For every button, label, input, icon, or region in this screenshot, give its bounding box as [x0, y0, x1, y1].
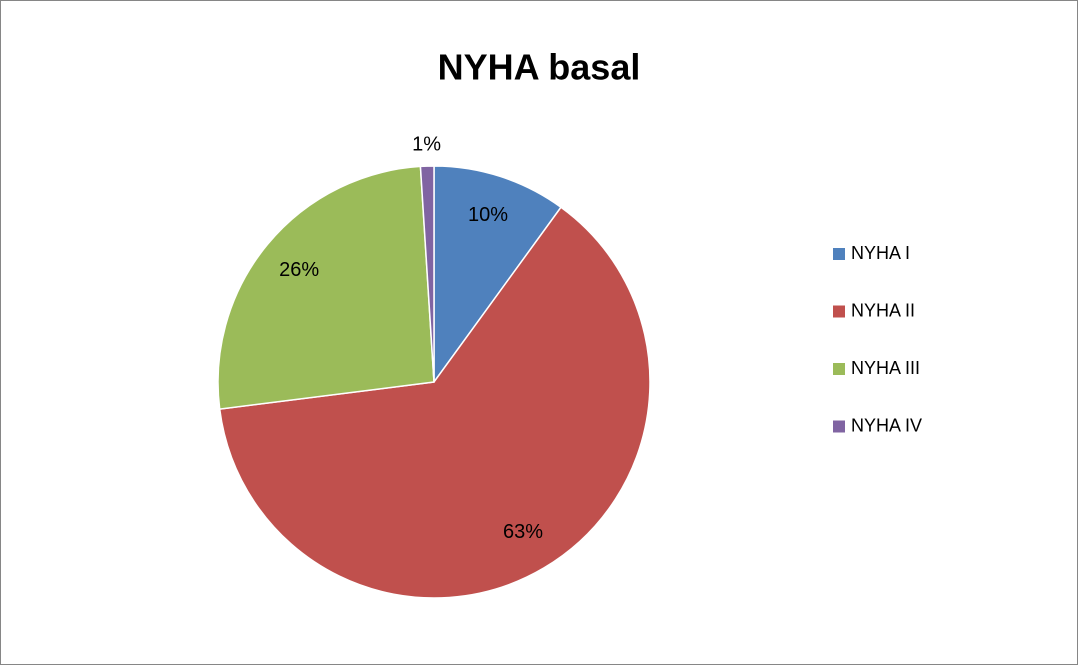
legend-label: NYHA IV: [851, 415, 922, 435]
legend-label: NYHA II: [851, 300, 915, 320]
legend-swatch: [833, 305, 845, 318]
data-label: 26%: [279, 259, 319, 281]
chart-title: NYHA basal: [438, 47, 641, 88]
data-label: 63%: [503, 521, 543, 543]
pie-slice: [419, 165, 435, 383]
pie-slice: [217, 165, 435, 410]
pie-slice: [218, 206, 651, 599]
data-label: 1%: [412, 133, 441, 155]
legend-swatch: [833, 248, 845, 260]
legend-swatch: [833, 420, 845, 433]
legend-label: NYHA I: [851, 243, 910, 263]
legend-label: NYHA III: [851, 358, 920, 378]
legend-swatch: [833, 363, 845, 375]
pie-slice: [433, 165, 563, 385]
data-label: 10%: [468, 204, 508, 226]
